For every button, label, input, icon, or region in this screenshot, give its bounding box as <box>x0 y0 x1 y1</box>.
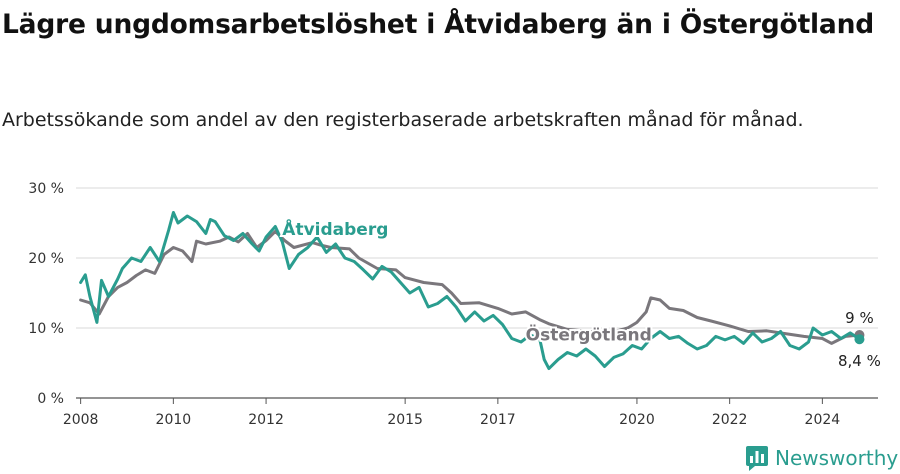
end-value-atvidaberg: 8,4 % <box>838 352 881 370</box>
x-tick-label: 2020 <box>619 412 655 428</box>
series-label-ostergotland: Östergötland <box>526 324 652 346</box>
brand-name: Newsworthy <box>775 446 899 470</box>
series-line <box>79 211 861 371</box>
y-tick-label: 20 % <box>28 251 64 267</box>
chart-title: Lägre ungdomsarbetslöshet i Åtvidaberg ä… <box>2 9 875 40</box>
labels: Åtvidaberg Östergötland 9 % 8,4 % <box>280 215 881 370</box>
grid: 0 % 10 % 20 % 30 % <box>28 181 878 407</box>
brand-logo[interactable]: Newsworthy <box>745 444 898 472</box>
x-tick-label: 2010 <box>156 412 192 428</box>
x-tick-label: 2008 <box>63 412 99 428</box>
x-tick-label: 2017 <box>480 412 516 428</box>
end-value-ostergotland: 9 % <box>845 309 874 327</box>
x-tick-label: 2012 <box>248 412 284 428</box>
y-tick-label: 30 % <box>28 181 64 197</box>
x-tick-label: 2024 <box>805 412 841 428</box>
x-tick-label: 2015 <box>387 412 423 428</box>
series <box>79 211 865 371</box>
newsworthy-logo-icon <box>746 446 768 471</box>
series-label-atvidaberg: Åtvidaberg <box>282 217 388 240</box>
x-tick-label: 2022 <box>712 412 748 428</box>
y-tick-label: 10 % <box>28 321 64 337</box>
chart-subtitle: Arbetssökande som andel av den registerb… <box>2 109 804 131</box>
series-line <box>79 229 861 345</box>
series-end-point <box>854 334 865 345</box>
y-tick-label: 0 % <box>37 391 64 407</box>
x-axis: 2008 2010 2012 2015 2017 2020 2022 2024 <box>63 398 840 428</box>
